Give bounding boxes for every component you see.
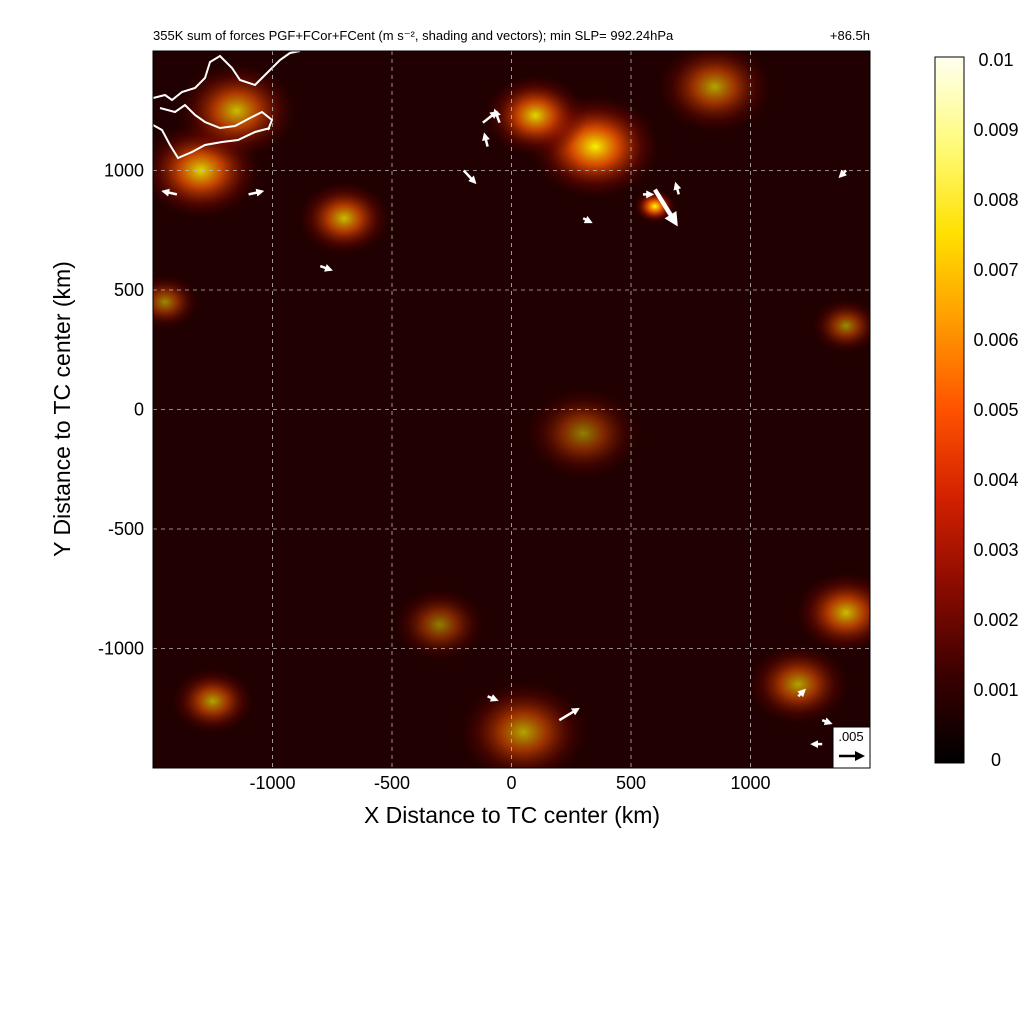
- colorbar-tick-label: 0.001: [973, 680, 1018, 700]
- x-tick-label: 500: [616, 773, 646, 793]
- colorbar-tick-label: 0.006: [973, 330, 1018, 350]
- hotspot-10: [654, 51, 775, 135]
- hotspot-0: [633, 189, 677, 224]
- y-axis-label: Y Distance to TC center (km): [49, 261, 75, 557]
- colorbar-tick-label: 0.004: [973, 470, 1018, 490]
- force-vector: [797, 688, 806, 698]
- plot-area: [152, 50, 871, 769]
- force-vector: [161, 188, 178, 197]
- hotspot-4: [174, 61, 299, 161]
- colorbar-ticks: 0.01 0.009 0.008 0.007 0.006 0.005 0.004 0.003 0…: [973, 50, 1018, 770]
- colorbar-fill: [934, 56, 965, 764]
- hotspot-9: [169, 666, 256, 736]
- x-tick-label: 1000: [730, 773, 770, 793]
- reference-vector-box: .005: [832, 726, 871, 769]
- chart-title: 355K sum of forces PGF+FCor+FCent (m s⁻²…: [153, 28, 674, 43]
- plot-background: [153, 51, 870, 768]
- vector-layer: [161, 108, 847, 749]
- x-tick-label: 0: [506, 773, 516, 793]
- hotspot-2: [482, 73, 588, 158]
- colorbar-tick-label: 0.01: [978, 50, 1013, 70]
- y-tick-label: 0: [134, 400, 144, 420]
- colorbar-tick-label: 0.008: [973, 190, 1018, 210]
- colorbar: 0.01 0.009 0.008 0.007 0.006 0.005 0.004 0.003 0…: [934, 50, 1019, 770]
- hotspot-13: [523, 385, 643, 482]
- force-vector: [673, 181, 682, 195]
- x-tick-label: -500: [374, 773, 410, 793]
- reference-vector-label: .005: [838, 729, 863, 744]
- hotspot-5: [296, 180, 393, 257]
- colorbar-tick-label: 0.009: [973, 120, 1018, 140]
- force-vector: [462, 169, 477, 185]
- hotspot-8: [456, 678, 591, 768]
- hotspot-6: [793, 570, 870, 655]
- force-vector: [653, 188, 678, 227]
- y-tick-label: 500: [114, 280, 144, 300]
- hotspot-layer: [153, 51, 870, 768]
- x-tick-label: -1000: [249, 773, 295, 793]
- x-axis-label: X Distance to TC center (km): [364, 802, 660, 828]
- reference-vector-frame: [832, 726, 871, 769]
- y-tick-label: 1000: [104, 161, 144, 181]
- hotspot-12: [153, 273, 201, 331]
- colorbar-tick-label: 0.002: [973, 610, 1018, 630]
- colorbar-tick-label: 0.003: [973, 540, 1018, 560]
- plot-frame: [152, 50, 871, 769]
- hotspot-14: [392, 586, 488, 663]
- force-vector: [248, 188, 265, 197]
- force-vector: [838, 169, 847, 179]
- y-axis-ticks: 1000 500 0 -500 -1000: [98, 161, 144, 659]
- y-tick-label: -500: [108, 519, 144, 539]
- coastline: [153, 51, 301, 160]
- chart-time-label: +86.5h: [830, 28, 870, 43]
- y-tick-label: -1000: [98, 639, 144, 659]
- force-vector: [482, 132, 490, 147]
- colorbar-tick-label: 0: [991, 750, 1001, 770]
- force-vector: [319, 264, 333, 272]
- force-vector: [821, 717, 833, 726]
- hotspot-7: [745, 642, 851, 727]
- colorbar-tick-label: 0.005: [973, 400, 1018, 420]
- force-vector: [582, 215, 593, 224]
- x-axis-ticks: -1000 -500 0 500 1000: [249, 773, 770, 793]
- force-vector: [558, 707, 580, 722]
- colorbar-tick-label: 0.007: [973, 260, 1018, 280]
- hotspot-11: [810, 297, 870, 355]
- force-vector: [493, 108, 501, 124]
- force-vector: [487, 694, 499, 702]
